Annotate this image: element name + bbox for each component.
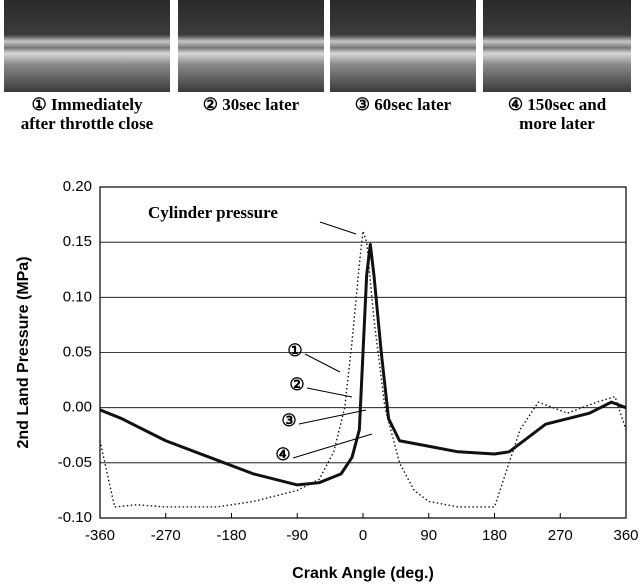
leader	[304, 353, 341, 373]
annotation: ④	[275, 445, 290, 464]
x-tick-label: 90	[420, 527, 437, 544]
photos	[4, 0, 631, 92]
y-tick-label: -0.05	[58, 454, 92, 471]
leader	[292, 433, 373, 459]
series-line	[99, 242, 627, 487]
x-tick-label: 360	[613, 527, 638, 544]
annotation: ②	[289, 375, 304, 394]
annotation: ③	[281, 411, 296, 430]
x-tick-label: -180	[216, 527, 246, 544]
x-tick-label: -360	[85, 527, 115, 544]
x-tick-label: 270	[548, 527, 573, 544]
y-axis-label: 2nd Land Pressure (MPa)	[15, 256, 32, 448]
photo-caption: more later	[519, 114, 595, 133]
plot-frame	[99, 186, 627, 519]
leader	[319, 221, 357, 235]
photo	[483, 0, 631, 92]
y-tick-label: 0.00	[63, 399, 92, 416]
photo	[4, 0, 170, 92]
x-axis-label: Crank Angle (deg.)	[292, 565, 434, 582]
x-tick-label: 0	[359, 527, 367, 544]
photo-caption: ④ 150sec and	[508, 95, 607, 114]
x-tick-label: -90	[286, 527, 308, 544]
y-tick-label: 0.15	[63, 233, 92, 250]
leader	[298, 409, 367, 425]
annotation: ①	[287, 341, 302, 360]
leader	[306, 387, 353, 398]
y-tick-label: 0.20	[63, 178, 92, 195]
photo-caption: after throttle close	[21, 114, 154, 133]
x-tick-label: 180	[482, 527, 507, 544]
photo-caption: ③ 60sec later	[355, 95, 452, 114]
y-tick-label: 0.05	[63, 343, 92, 360]
series-label: Cylinder pressure	[148, 203, 278, 222]
photo-caption: ① Immediately	[31, 95, 143, 114]
x-tick-label: -270	[151, 527, 181, 544]
y-tick-label: -0.10	[58, 509, 92, 526]
photo	[330, 0, 476, 92]
photo-caption: ② 30sec later	[203, 95, 300, 114]
photo	[178, 0, 324, 92]
y-tick-label: 0.10	[63, 288, 92, 305]
